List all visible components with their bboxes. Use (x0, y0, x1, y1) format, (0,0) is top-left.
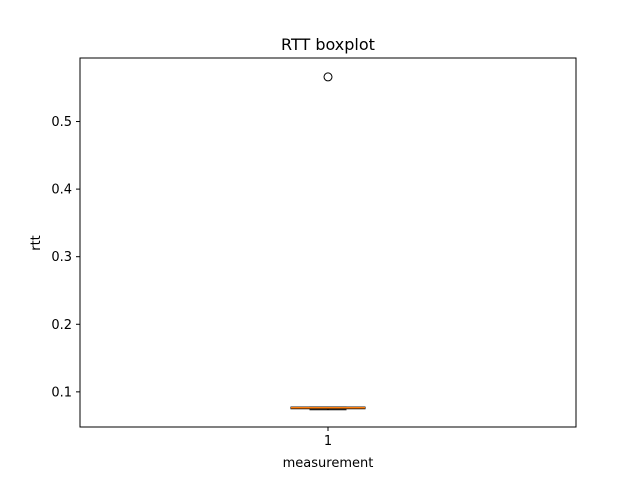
y-axis-label: rtt (29, 235, 44, 251)
y-tick-label: 0.5 (51, 115, 72, 130)
chart-title: RTT boxplot (281, 35, 375, 54)
x-axis: 1 (324, 427, 332, 449)
y-tick-label: 0.1 (51, 385, 72, 400)
x-tick-label: 1 (324, 434, 332, 449)
x-axis-label: measurement (283, 456, 374, 471)
boxplot-series (290, 72, 366, 411)
y-tick-label: 0.4 (51, 183, 72, 198)
plot-frame (79, 57, 577, 428)
y-tick-label: 0.2 (51, 318, 72, 333)
y-axis: 0.1 0.2 0.3 0.4 0.5 (51, 115, 80, 400)
outlier-point (323, 72, 333, 82)
y-tick-label: 0.3 (51, 250, 72, 265)
